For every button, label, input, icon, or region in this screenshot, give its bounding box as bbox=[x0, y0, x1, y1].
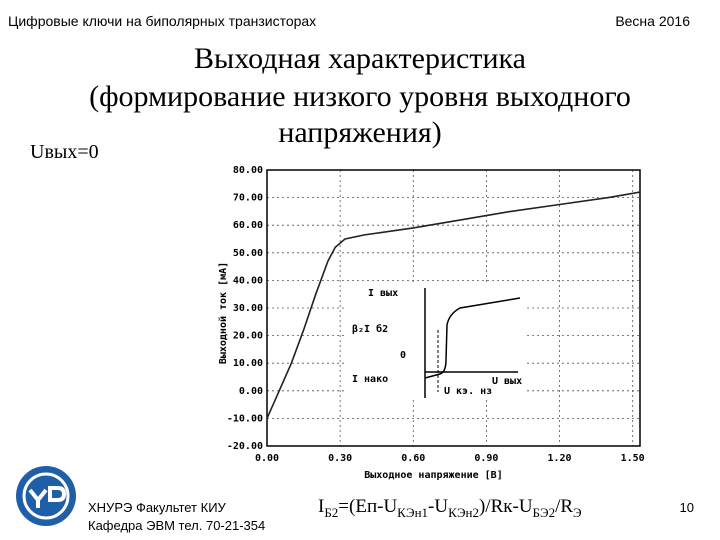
y-tick-label: 50.00 bbox=[233, 248, 263, 259]
y-tick-label: 80.00 bbox=[233, 165, 263, 176]
x-tick-label: 0.90 bbox=[474, 453, 498, 464]
inset-label: U вых bbox=[492, 376, 522, 387]
inset-curve bbox=[424, 297, 521, 379]
y-tick-label: 20.00 bbox=[233, 331, 263, 342]
formula-subscript: БЭ2 bbox=[533, 505, 556, 520]
title-line: (формирование низкого уровня выходного bbox=[89, 80, 631, 113]
footer-dept: Кафедра ЭВМ тел. 70-21-354 bbox=[88, 518, 265, 533]
formula-text: )/Rк-U bbox=[479, 496, 533, 517]
inset-label: β₂I б2 bbox=[352, 323, 388, 335]
y-tick-label: -20.00 bbox=[227, 441, 263, 452]
y-tick-label: 30.00 bbox=[233, 303, 263, 314]
formula-subscript: Э bbox=[573, 505, 582, 520]
formula: IБ2=(Еп-UКЭн1-UКЭн2)/Rк-UБЭ2/RЭ bbox=[318, 496, 582, 520]
y-tick-label: 60.00 bbox=[233, 220, 263, 231]
inset-diagram: I вых β₂I б2 0 I нако U кэ. нз U вых bbox=[345, 282, 525, 400]
formula-subscript: КЭн1 bbox=[397, 505, 428, 520]
plot-frame bbox=[266, 169, 641, 447]
formula-subscript: КЭн2 bbox=[448, 505, 479, 520]
x-axis-title: Выходное напряжение [В] bbox=[364, 470, 502, 481]
inset-label: U кэ. нз bbox=[444, 386, 492, 397]
logo bbox=[16, 466, 76, 526]
x-tick-label: 1.50 bbox=[621, 453, 645, 464]
data-line bbox=[266, 191, 641, 419]
y-tick-label: 70.00 bbox=[233, 193, 263, 204]
inset-label: I вых bbox=[368, 288, 398, 299]
y-tick-label: 0.00 bbox=[239, 386, 263, 397]
y-tick-label: 40.00 bbox=[233, 275, 263, 286]
header-left: Цифровые ключи на биполярных транзистора… bbox=[8, 13, 316, 29]
title-line: Выходная характеристика bbox=[194, 42, 526, 75]
formula-subscript: Б2 bbox=[324, 505, 338, 520]
inset-label: 0 bbox=[400, 350, 406, 361]
x-tick-label: 0.30 bbox=[328, 453, 352, 464]
inset-label: I нако bbox=[352, 374, 388, 385]
footer-org: ХНУРЭ Факультет КИУ bbox=[88, 500, 227, 515]
condition: Uвых=0 bbox=[30, 141, 99, 163]
y-tick-label: 10.00 bbox=[233, 358, 263, 369]
x-tick-label: 0.00 bbox=[255, 453, 279, 464]
formula-text: /R bbox=[555, 496, 573, 517]
x-tick-label: 1.20 bbox=[548, 453, 572, 464]
x-tick-label: 0.60 bbox=[401, 453, 425, 464]
formula-text: I bbox=[318, 496, 324, 517]
title-line: напряжения) bbox=[278, 116, 441, 149]
y-tick-label: -10.00 bbox=[227, 413, 263, 424]
header-right: Весна 2016 bbox=[615, 13, 690, 29]
formula-text: -U bbox=[428, 496, 448, 517]
page-number: 10 bbox=[680, 500, 694, 515]
formula-text: =(Еп-U bbox=[338, 496, 397, 517]
y-axis-title: Выходной ток [мА] bbox=[217, 262, 229, 364]
